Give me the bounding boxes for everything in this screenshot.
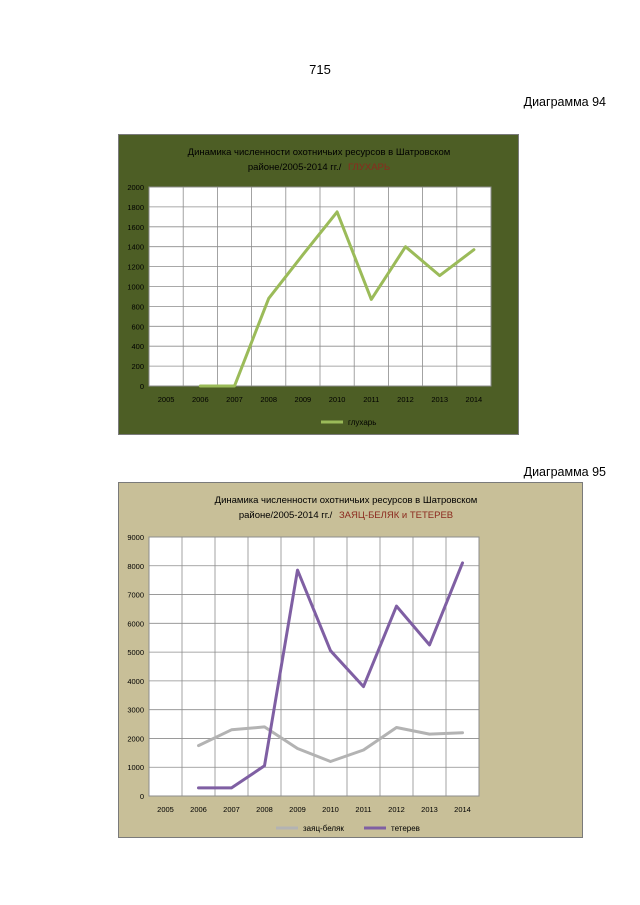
x-tick-label: 2007 [223,805,240,814]
x-tick-label: 2008 [260,395,277,404]
diagram-95-label: Диаграмма 95 [523,465,606,479]
chart-title-prefix: районе/2005-2014 гг./ [248,162,342,173]
y-tick-label: 8000 [127,562,144,571]
x-tick-label: 2012 [397,395,414,404]
y-tick-label: 600 [131,322,144,331]
x-tick-label: 2006 [192,395,209,404]
y-tick-label: 0 [140,792,144,801]
y-tick-label: 1200 [127,263,144,272]
y-tick-label: 9000 [127,533,144,542]
y-tick-label: 2000 [127,734,144,743]
x-tick-label: 2014 [466,395,483,404]
x-tick-label: 2005 [158,395,175,404]
y-tick-label: 7000 [127,591,144,600]
x-tick-label: 2011 [363,395,379,404]
capercaillie-chart: Динамика численности охотничьих ресурсов… [118,134,519,435]
y-tick-label: 400 [131,342,144,351]
x-tick-label: 2012 [388,805,405,814]
legend-label: тетерев [391,824,420,833]
chart-title-species: ГЛУХАРЬ [348,162,390,173]
x-tick-label: 2007 [226,395,243,404]
series-line-глухарь [198,210,476,388]
y-tick-label: 1600 [127,223,144,232]
chart-title-line2: районе/2005-2014 гг./ ГЛУХАРЬ [248,162,390,173]
y-tick-label: 1800 [127,203,144,212]
legend-label: заяц-беляк [303,824,344,833]
y-tick-label: 3000 [127,706,144,715]
y-tick-label: 800 [131,302,144,311]
y-tick-label: 2000 [127,183,144,192]
chart-title-line1: Динамика численности охотничьих ресурсов… [215,495,478,506]
chart-title-line2: районе/2005-2014 гг./ ЗАЯЦ-БЕЛЯК и ТЕТЕР… [239,510,453,521]
legend-label: глухарь [348,418,376,427]
x-tick-label: 2014 [454,805,471,814]
y-tick-label: 1000 [127,283,144,292]
x-tick-label: 2008 [256,805,273,814]
chart-title-species: ЗАЯЦ-БЕЛЯК и ТЕТЕРЕВ [339,510,453,521]
x-tick-label: 2006 [190,805,207,814]
y-tick-label: 6000 [127,619,144,628]
x-tick-label: 2010 [329,395,346,404]
y-tick-label: 5000 [127,648,144,657]
chart-title-prefix: районе/2005-2014 гг./ [239,510,333,521]
x-tick-label: 2009 [295,395,312,404]
x-tick-label: 2013 [431,395,448,404]
x-tick-label: 2005 [157,805,174,814]
y-tick-label: 0 [140,382,144,391]
x-tick-label: 2013 [421,805,438,814]
x-tick-label: 2009 [289,805,306,814]
hare-grouse-chart-svg: Динамика численности охотничьих ресурсов… [127,495,480,833]
y-tick-label: 1400 [127,243,144,252]
page-number: 715 [309,62,331,77]
series-line-заяц-беляк [197,725,464,763]
x-tick-label: 2011 [355,805,371,814]
chart-title-line1: Динамика численности охотничьих ресурсов… [188,147,451,158]
x-tick-label: 2010 [322,805,339,814]
y-tick-label: 1000 [127,763,144,772]
diagram-94-label: Диаграмма 94 [523,95,606,109]
capercaillie-chart-svg: Динамика численности охотничьих ресурсов… [127,147,492,427]
y-tick-label: 4000 [127,677,144,686]
series-line-тетерев [197,561,464,790]
hare-grouse-chart: Динамика численности охотничьих ресурсов… [118,482,583,838]
y-tick-label: 200 [131,362,144,371]
